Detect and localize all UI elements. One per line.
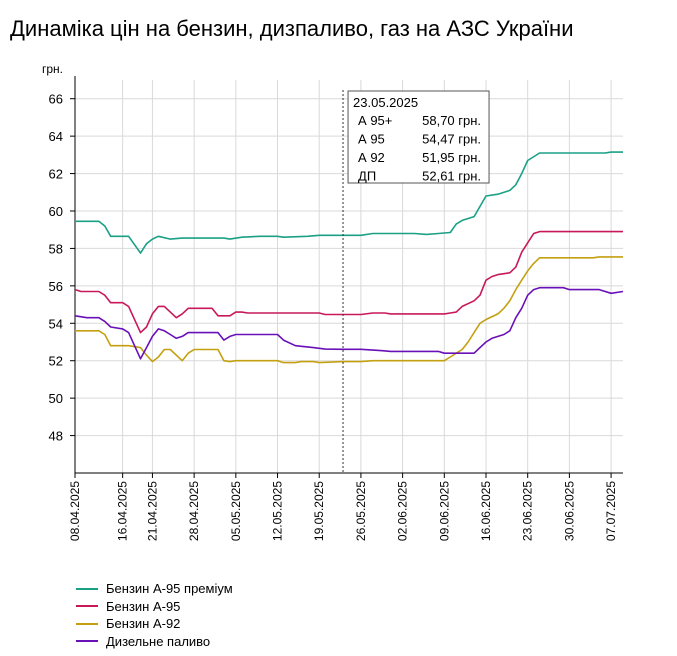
y-tick-label: 56: [49, 279, 63, 294]
y-tick-label: 54: [49, 316, 63, 331]
legend-item[interactable]: Бензин А-92: [76, 615, 233, 633]
legend-swatch: [76, 640, 98, 643]
tooltip-fuel-label: А 95: [358, 132, 385, 147]
x-tick-label: 05.05.2025: [229, 481, 243, 541]
legend-swatch: [76, 622, 98, 625]
x-tick-labels: 08.04.2025 16.04.2025 21.04.2025 28.04.2025…: [68, 481, 618, 541]
x-tick-label: 30.06.2025: [562, 481, 576, 541]
tooltip-fuel-value: 54,47 грн.: [422, 132, 481, 147]
tooltip-fuel-label: А 95+: [358, 113, 392, 128]
x-tick-label: 02.06.2025: [396, 481, 410, 541]
legend: Бензин А-95 преміум Бензин А-95 Бензин А-9…: [76, 580, 233, 650]
x-tick-label: 19.05.2025: [312, 481, 326, 541]
hover-tooltip: 23.05.2025 А 95+ 58,70 грн. А 95 54,47 грн. А…: [342, 90, 490, 473]
series-line[interactable]: [75, 256, 623, 364]
legend-label: Бензин А-95 преміум: [106, 581, 233, 597]
x-tick-label: 28.04.2025: [187, 481, 201, 541]
y-tick-label: 48: [49, 429, 63, 444]
y-tick-label: 60: [49, 204, 63, 219]
legend-label: Бензин А-95: [106, 598, 181, 614]
series-line[interactable]: [74, 286, 624, 360]
x-tick-label: 26.05.2025: [354, 481, 368, 541]
legend-item[interactable]: Бензин А-95: [76, 598, 233, 616]
y-axis-label: грн.: [42, 62, 63, 76]
y-tick-label: 62: [49, 167, 63, 182]
legend-label: Дизельне паливо: [106, 633, 211, 649]
y-tick-label: 58: [49, 241, 63, 256]
x-tick-label: 16.04.2025: [116, 481, 130, 541]
axes: [70, 76, 623, 478]
tooltip-date: 23.05.2025: [353, 95, 418, 110]
tooltip-box: [347, 90, 490, 184]
tooltip-fuel-label: А 92: [358, 150, 385, 165]
legend-label: Бензин А-92: [106, 616, 181, 632]
y-tick-label: 50: [49, 391, 63, 406]
x-tick-label: 08.04.2025: [68, 481, 82, 541]
tooltip-fuel-value: 52,61 грн.: [422, 169, 481, 184]
legend-item[interactable]: Бензин А-95 преміум: [76, 580, 233, 598]
x-tick-label: 23.06.2025: [521, 481, 535, 541]
tooltip-fuel-value: 58,70 грн.: [422, 113, 481, 128]
x-tick-label: 21.04.2025: [145, 481, 159, 541]
x-tick-label: 07.07.2025: [604, 481, 618, 541]
y-tick-label: 66: [49, 92, 63, 107]
tooltip-fuel-value: 51,95 грн.: [422, 150, 481, 165]
tooltip-fuel-label: ДП: [358, 169, 376, 184]
y-tick-labels: 48 50 52 54 56 58 60 62 64 66: [49, 92, 63, 444]
y-tick-label: 52: [49, 354, 63, 369]
series-line[interactable]: [74, 230, 623, 334]
legend-swatch: [76, 605, 98, 608]
chart-title: Динаміка цін на бензин, дизпаливо, газ н…: [10, 16, 574, 41]
x-tick-label: 16.06.2025: [479, 481, 493, 541]
price-line-chart[interactable]: 48 50 52 54 56 58 60 62 64 66 08.04.2025 16.04.202…: [0, 0, 677, 576]
legend-item[interactable]: Дизельне паливо: [76, 633, 233, 651]
legend-swatch: [76, 587, 98, 590]
series-lines[interactable]: [74, 151, 624, 364]
x-tick-label: 09.06.2025: [437, 481, 451, 541]
y-tick-label: 64: [49, 129, 63, 144]
x-tick-label: 12.05.2025: [271, 481, 285, 541]
